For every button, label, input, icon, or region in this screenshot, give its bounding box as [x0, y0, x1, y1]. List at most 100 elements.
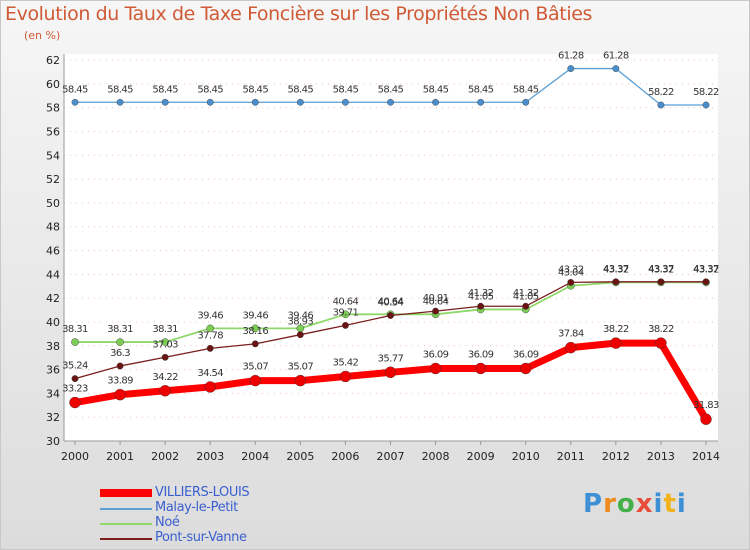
x-tick-label-2012: 2012	[602, 450, 630, 463]
y-tick-label-50: 50	[46, 197, 60, 210]
data-point-pont-2004	[251, 340, 259, 348]
data-label-malay-2013: 58.22	[648, 87, 674, 98]
data-point-villiers-2001	[114, 388, 126, 401]
data-label-malay-2004: 58.45	[242, 84, 268, 95]
data-label-noe-2003: 39.46	[197, 310, 223, 321]
data-label-villiers-2006: 35.42	[333, 357, 359, 368]
data-point-noe-2001	[116, 338, 124, 346]
data-point-pont-2014	[702, 278, 710, 286]
legend-swatch-malay	[100, 508, 152, 510]
y-tick-label-40: 40	[46, 316, 60, 329]
data-point-villiers-2004	[249, 374, 261, 387]
legend-label-villiers: VILLIERS-LOUIS	[155, 485, 250, 500]
data-label-villiers-2010: 36.09	[513, 349, 539, 360]
data-label-pont-2011: 43.32	[558, 264, 584, 275]
data-label-villiers-2007: 35.77	[378, 353, 404, 364]
data-label-malay-2005: 58.45	[288, 84, 314, 95]
data-label-pont-2005: 38.93	[288, 317, 314, 328]
data-point-pont-2013	[657, 278, 665, 286]
plot-area	[64, 54, 718, 441]
data-point-pont-2007	[387, 312, 394, 319]
data-point-malay-2011	[567, 65, 575, 72]
legend-swatch-noe	[100, 523, 152, 525]
data-label-noe-2001: 38.31	[107, 324, 133, 335]
data-point-pont-2008	[432, 307, 439, 315]
data-point-villiers-2014	[700, 413, 712, 425]
data-label-malay-2009: 58.45	[468, 84, 494, 95]
data-point-pont-2003	[206, 344, 214, 352]
legend-label-malay: Malay-le-Petit	[155, 500, 238, 515]
data-label-villiers-2014: 31.83	[693, 400, 719, 411]
data-label-pont-2014: 43.37	[693, 264, 719, 275]
data-label-villiers-2011: 37.84	[558, 329, 584, 340]
x-tick-label-2010: 2010	[512, 450, 540, 463]
x-tick-label-2013: 2013	[647, 450, 675, 463]
x-tick-label-2004: 2004	[241, 450, 269, 463]
y-tick-label-42: 42	[46, 292, 60, 305]
data-label-noe-2005: 39.46	[288, 310, 314, 321]
y-tick-label-30: 30	[46, 435, 60, 448]
x-tick-label-2009: 2009	[467, 450, 495, 463]
data-label-pont-2006: 39.71	[333, 307, 359, 318]
data-label-noe-2012: 43.32	[603, 264, 629, 275]
data-label-noe-2007: 40.64	[378, 296, 404, 307]
data-label-noe-2014: 43.32	[693, 264, 719, 275]
data-point-pont-2001	[116, 362, 124, 370]
data-point-villiers-2010	[520, 362, 532, 375]
data-point-malay-2014	[702, 101, 710, 109]
x-tick-label-2001: 2001	[106, 450, 134, 463]
data-point-malay-2013	[657, 101, 665, 109]
data-point-villiers-2000	[69, 396, 81, 409]
data-label-pont-2004: 38.16	[242, 326, 268, 337]
data-label-noe-2006: 40.64	[333, 296, 359, 307]
data-point-villiers-2007	[384, 366, 397, 379]
data-label-noe-2002: 38.31	[152, 324, 178, 335]
x-tick-label-2014: 2014	[692, 450, 720, 463]
x-tick-label-2007: 2007	[377, 450, 405, 463]
data-point-villiers-2006	[339, 370, 352, 383]
data-label-malay-2010: 58.45	[513, 84, 539, 95]
data-point-pont-2006	[342, 321, 349, 329]
data-point-pont-2009	[477, 302, 485, 310]
data-label-noe-2010: 41.05	[513, 291, 539, 302]
x-tick-label-2000: 2000	[61, 450, 89, 463]
data-point-malay-2003	[206, 98, 214, 106]
y-tick-label-36: 36	[46, 364, 60, 377]
data-label-pont-2010: 41.32	[513, 288, 539, 299]
data-label-villiers-2003: 34.54	[197, 368, 223, 379]
data-point-villiers-2009	[474, 362, 487, 375]
data-label-pont-2013: 43.37	[648, 264, 674, 275]
data-point-malay-2007	[387, 98, 394, 106]
x-tick-label-2002: 2002	[151, 450, 179, 463]
data-point-villiers-2011	[565, 341, 577, 354]
data-label-villiers-2009: 36.09	[468, 349, 494, 360]
data-label-villiers-2013: 38.22	[648, 324, 674, 335]
data-label-villiers-2012: 38.22	[603, 324, 629, 335]
legend-label-noe: Noé	[155, 515, 180, 530]
data-label-villiers-2008: 36.09	[423, 349, 449, 360]
x-tick-label-2005: 2005	[286, 450, 314, 463]
y-tick-label-60: 60	[46, 78, 60, 91]
y-tick-label-46: 46	[46, 245, 60, 258]
data-label-villiers-2004: 35.07	[242, 362, 268, 373]
data-label-pont-2002: 37.03	[152, 339, 178, 350]
data-label-malay-2006: 58.45	[333, 84, 359, 95]
data-label-villiers-2000: 33.23	[62, 384, 88, 395]
data-point-villiers-2008	[429, 362, 442, 375]
data-label-noe-2008: 40.64	[423, 296, 449, 307]
data-point-villiers-2005	[294, 374, 307, 387]
data-label-villiers-2005: 35.07	[288, 362, 314, 373]
y-tick-label-32: 32	[46, 411, 60, 424]
legend-label-pont: Pont-sur-Vanne	[155, 530, 247, 545]
data-point-malay-2006	[342, 98, 349, 106]
data-label-villiers-2002: 34.22	[152, 372, 178, 383]
x-tick-label-2006: 2006	[331, 450, 359, 463]
data-point-malay-2008	[432, 98, 439, 106]
data-label-noe-2000: 38.31	[62, 324, 88, 335]
data-point-malay-2010	[522, 98, 530, 106]
data-point-malay-2004	[251, 98, 259, 106]
data-label-malay-2001: 58.45	[107, 84, 133, 95]
data-point-villiers-2013	[655, 337, 667, 349]
data-label-malay-2012: 61.28	[603, 51, 629, 62]
